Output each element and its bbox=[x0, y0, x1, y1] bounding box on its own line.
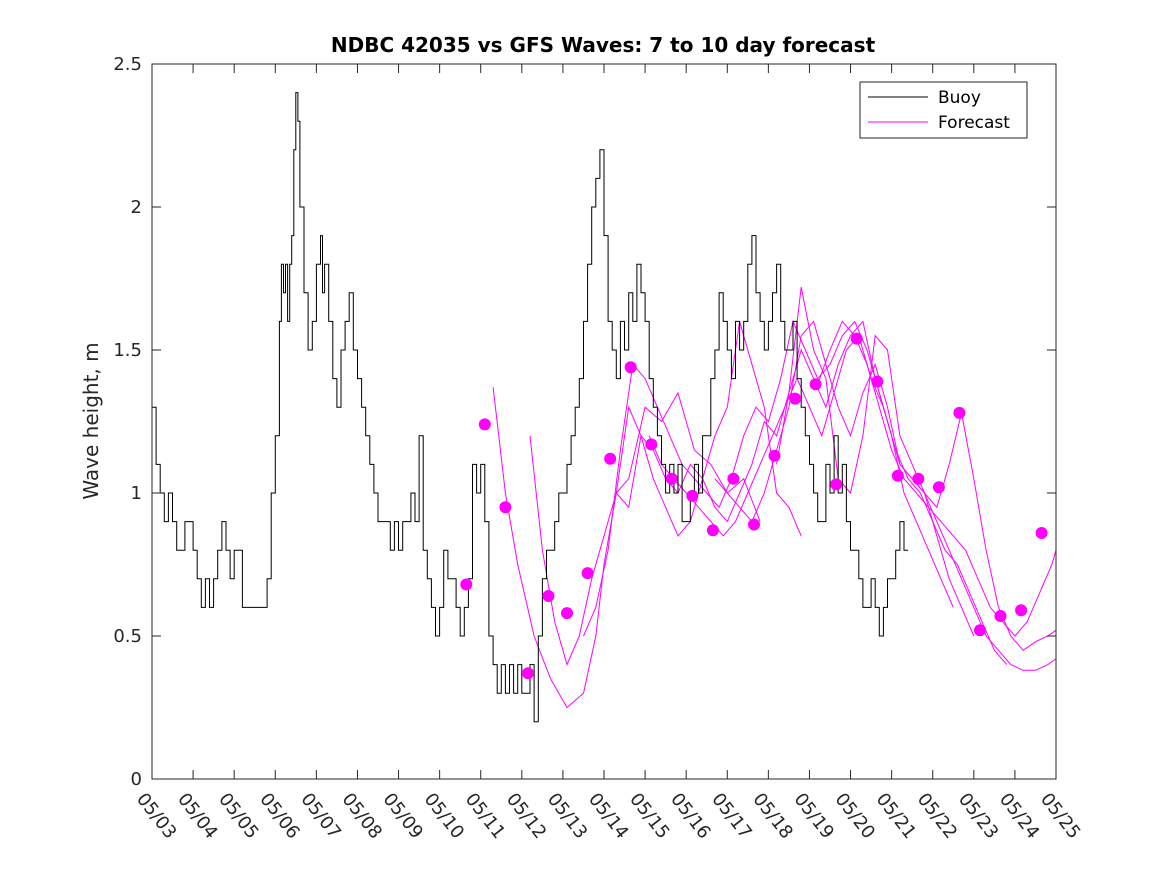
legend: Buoy Forecast bbox=[859, 81, 1028, 139]
forecast-point bbox=[748, 518, 760, 531]
forecast-point bbox=[932, 481, 945, 494]
y-tick-label: 2 bbox=[131, 197, 142, 218]
plot-area bbox=[152, 92, 1057, 723]
y-tick-label: 1.5 bbox=[113, 340, 142, 361]
legend-label-forecast: Forecast bbox=[938, 113, 1010, 133]
forecast-point bbox=[478, 418, 491, 431]
y-tick-label: 0.5 bbox=[113, 626, 142, 647]
y-tick-label: 0 bbox=[131, 769, 142, 790]
forecast-point bbox=[953, 406, 966, 419]
forecast-point bbox=[1015, 604, 1028, 617]
forecast-point bbox=[727, 472, 740, 485]
forecast-point bbox=[542, 590, 555, 602]
forecast-point bbox=[1035, 527, 1048, 539]
forecast-point bbox=[809, 378, 822, 391]
forecast-point bbox=[706, 524, 719, 537]
legend-label-buoy: Buoy bbox=[938, 88, 981, 108]
forecast-point bbox=[994, 610, 1007, 622]
forecast-point bbox=[522, 667, 534, 680]
forecast-point bbox=[665, 472, 678, 485]
y-tick-label: 1 bbox=[131, 483, 142, 504]
forecast-point bbox=[686, 489, 699, 502]
forecast-point bbox=[789, 392, 802, 405]
forecast-point bbox=[460, 578, 473, 591]
forecast-point bbox=[624, 361, 637, 374]
buoy-line bbox=[152, 92, 909, 723]
forecast-point bbox=[891, 469, 904, 482]
chart-title: NDBC 42035 vs GFS Waves: 7 to 10 day for… bbox=[331, 33, 876, 57]
forecast-point bbox=[499, 501, 512, 514]
forecast-point bbox=[645, 438, 658, 451]
legend-box bbox=[859, 81, 1028, 139]
forecast-point bbox=[604, 452, 617, 465]
forecast-point bbox=[581, 567, 594, 580]
forecast-point bbox=[974, 624, 986, 637]
forecast-line-5 bbox=[714, 320, 1057, 671]
y-tick-label: 2.5 bbox=[113, 54, 142, 75]
y-axis-label: Wave height, m bbox=[79, 342, 103, 499]
forecast-line-1 bbox=[529, 321, 802, 667]
forecast-point bbox=[768, 449, 781, 462]
forecast-point bbox=[830, 478, 843, 491]
forecast-point bbox=[912, 472, 925, 485]
forecast-line-7 bbox=[817, 320, 1057, 637]
forecast-point bbox=[561, 607, 573, 620]
forecast-point bbox=[871, 375, 884, 388]
forecast-line-4 bbox=[648, 334, 1008, 665]
forecast-point bbox=[850, 332, 863, 345]
